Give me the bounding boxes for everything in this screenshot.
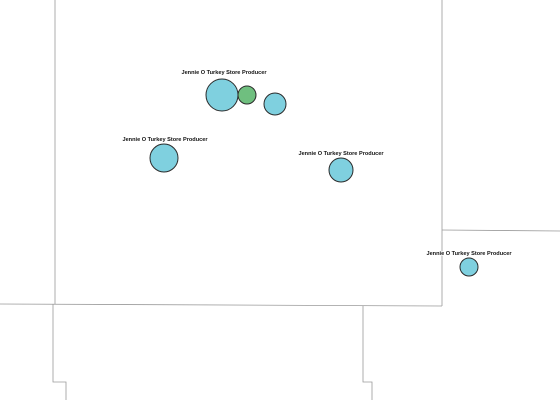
producer-marker[interactable] xyxy=(263,92,287,116)
markers-layer: Jennie O Turkey Store Producer Jennie O … xyxy=(122,69,513,277)
marker-label: Jennie O Turkey Store Producer xyxy=(426,251,512,257)
county-boundary xyxy=(52,304,67,400)
producer-marker[interactable] xyxy=(205,78,239,112)
producer-marker[interactable] xyxy=(459,257,479,277)
marker-group[interactable] xyxy=(263,92,287,116)
county-boundary xyxy=(0,303,443,307)
marker-group[interactable] xyxy=(237,85,257,105)
county-boundary xyxy=(441,229,560,232)
producer-marker[interactable] xyxy=(149,143,179,173)
marker-label: Jennie O Turkey Store Producer xyxy=(181,70,267,76)
marker-group[interactable]: Jennie O Turkey Store Producer xyxy=(298,150,385,183)
county-boundary xyxy=(362,306,373,400)
marker-group[interactable]: Jennie O Turkey Store Producer xyxy=(426,250,513,277)
marker-label: Jennie O Turkey Store Producer xyxy=(298,151,384,157)
marker-label: Jennie O Turkey Store Producer xyxy=(122,137,208,143)
producer-marker[interactable] xyxy=(328,157,354,183)
producer-marker[interactable] xyxy=(237,85,257,105)
marker-group[interactable]: Jennie O Turkey Store Producer xyxy=(122,136,209,173)
